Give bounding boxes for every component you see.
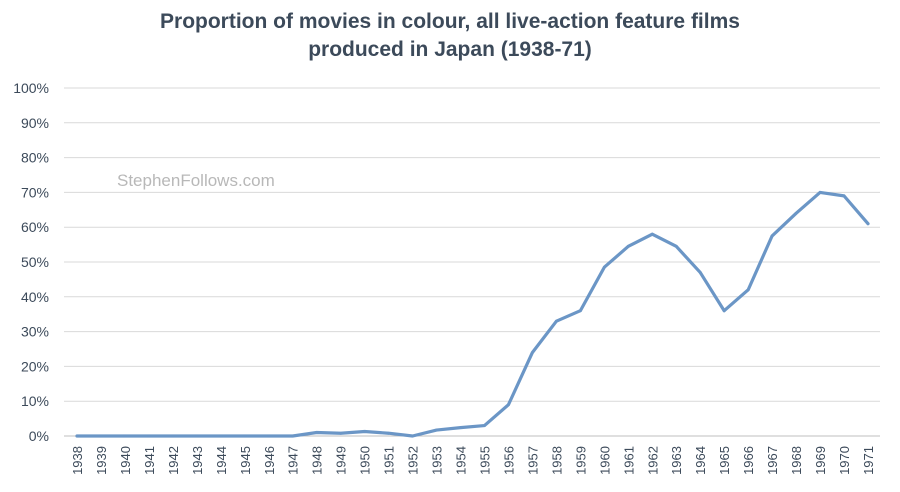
data-point (387, 431, 391, 435)
y-tick-label: 50% (21, 254, 49, 270)
y-tick-label: 100% (13, 80, 49, 96)
data-point (818, 191, 822, 194)
data-point (411, 434, 414, 438)
x-tick-label: 1949 (334, 446, 349, 475)
data-point (698, 271, 702, 274)
x-tick-label: 1955 (477, 446, 492, 475)
x-tick-label: 1951 (382, 446, 397, 475)
data-point (147, 434, 151, 438)
x-tick-label: 1967 (765, 446, 780, 475)
data-point (578, 309, 582, 313)
x-tick-label: 1947 (286, 446, 301, 475)
data-point (315, 431, 319, 434)
data-point (195, 434, 199, 438)
data-point (435, 428, 438, 432)
x-axis-ticks: 1938 1939 1940 1941 1942 1943 1944 1945 1946 1947… (70, 446, 876, 475)
x-tick-label: 1940 (118, 446, 133, 475)
x-tick-label: 1946 (262, 446, 277, 475)
data-point (75, 434, 79, 438)
watermark-text: StephenFollows.com (117, 171, 275, 190)
x-tick-label: 1970 (837, 446, 852, 475)
data-point (794, 211, 798, 215)
y-tick-label: 70% (21, 184, 49, 200)
gridlines (64, 87, 880, 437)
x-tick-label: 1959 (573, 446, 588, 475)
y-tick-label: 10% (21, 393, 49, 409)
x-tick-label: 1938 (70, 446, 85, 475)
x-tick-label: 1948 (310, 446, 325, 475)
x-tick-label: 1939 (94, 446, 109, 475)
data-point (363, 430, 367, 433)
data-point (602, 265, 606, 269)
data-point (267, 434, 271, 438)
data-point (531, 351, 534, 354)
data-point (770, 234, 774, 238)
x-tick-label: 1954 (454, 446, 469, 475)
data-point (866, 222, 870, 226)
y-tick-label: 60% (21, 219, 49, 235)
chart-title-line-1: Proportion of movies in colour, all live… (160, 10, 740, 33)
chart-title-line-2: produced in Japan (1938-71) (308, 38, 592, 61)
x-tick-label: 1971 (861, 446, 876, 475)
data-point (483, 424, 486, 427)
y-tick-label: 80% (21, 150, 49, 166)
x-tick-label: 1956 (501, 446, 516, 475)
x-tick-label: 1969 (813, 446, 828, 475)
series-line (75, 190, 870, 438)
x-tick-label: 1962 (645, 446, 660, 475)
y-axis-ticks: 0% 10% 20% 30% 40% 50% 60% 70% 80% 90% 100% (13, 80, 49, 444)
y-tick-label: 0% (29, 428, 49, 444)
data-point (554, 319, 558, 323)
data-point (507, 403, 510, 407)
data-point (171, 434, 175, 438)
data-point (746, 288, 750, 292)
x-tick-label: 1965 (717, 446, 732, 475)
x-tick-label: 1961 (621, 446, 636, 475)
data-point (459, 426, 462, 430)
x-tick-label: 1966 (741, 446, 756, 475)
x-tick-label: 1964 (693, 446, 708, 475)
data-point (99, 434, 103, 438)
series-layer (75, 190, 870, 438)
y-tick-label: 90% (21, 115, 49, 131)
data-point (722, 309, 726, 313)
y-tick-label: 40% (21, 289, 49, 305)
x-tick-label: 1963 (669, 446, 684, 475)
data-point (243, 434, 247, 438)
y-tick-label: 20% (21, 358, 49, 374)
x-tick-label: 1952 (406, 446, 421, 475)
x-tick-label: 1941 (142, 446, 157, 475)
x-tick-label: 1945 (238, 446, 253, 475)
data-point (650, 232, 654, 236)
x-tick-label: 1942 (166, 446, 181, 475)
x-tick-label: 1957 (525, 446, 540, 475)
x-tick-label: 1944 (214, 446, 229, 475)
x-tick-label: 1943 (190, 446, 205, 475)
x-tick-label: 1958 (549, 446, 564, 475)
x-tick-label: 1950 (358, 446, 373, 475)
data-point (291, 434, 295, 438)
data-point (626, 244, 630, 248)
x-tick-label: 1968 (789, 446, 804, 475)
x-tick-label: 1953 (430, 446, 445, 475)
chart-title: Proportion of movies in colour, all live… (0, 8, 900, 64)
data-point (219, 434, 223, 438)
data-point (339, 431, 343, 435)
data-point (674, 244, 678, 248)
y-tick-label: 30% (21, 324, 49, 340)
data-point (123, 434, 127, 438)
data-point (842, 194, 846, 198)
x-tick-label: 1960 (597, 446, 612, 475)
